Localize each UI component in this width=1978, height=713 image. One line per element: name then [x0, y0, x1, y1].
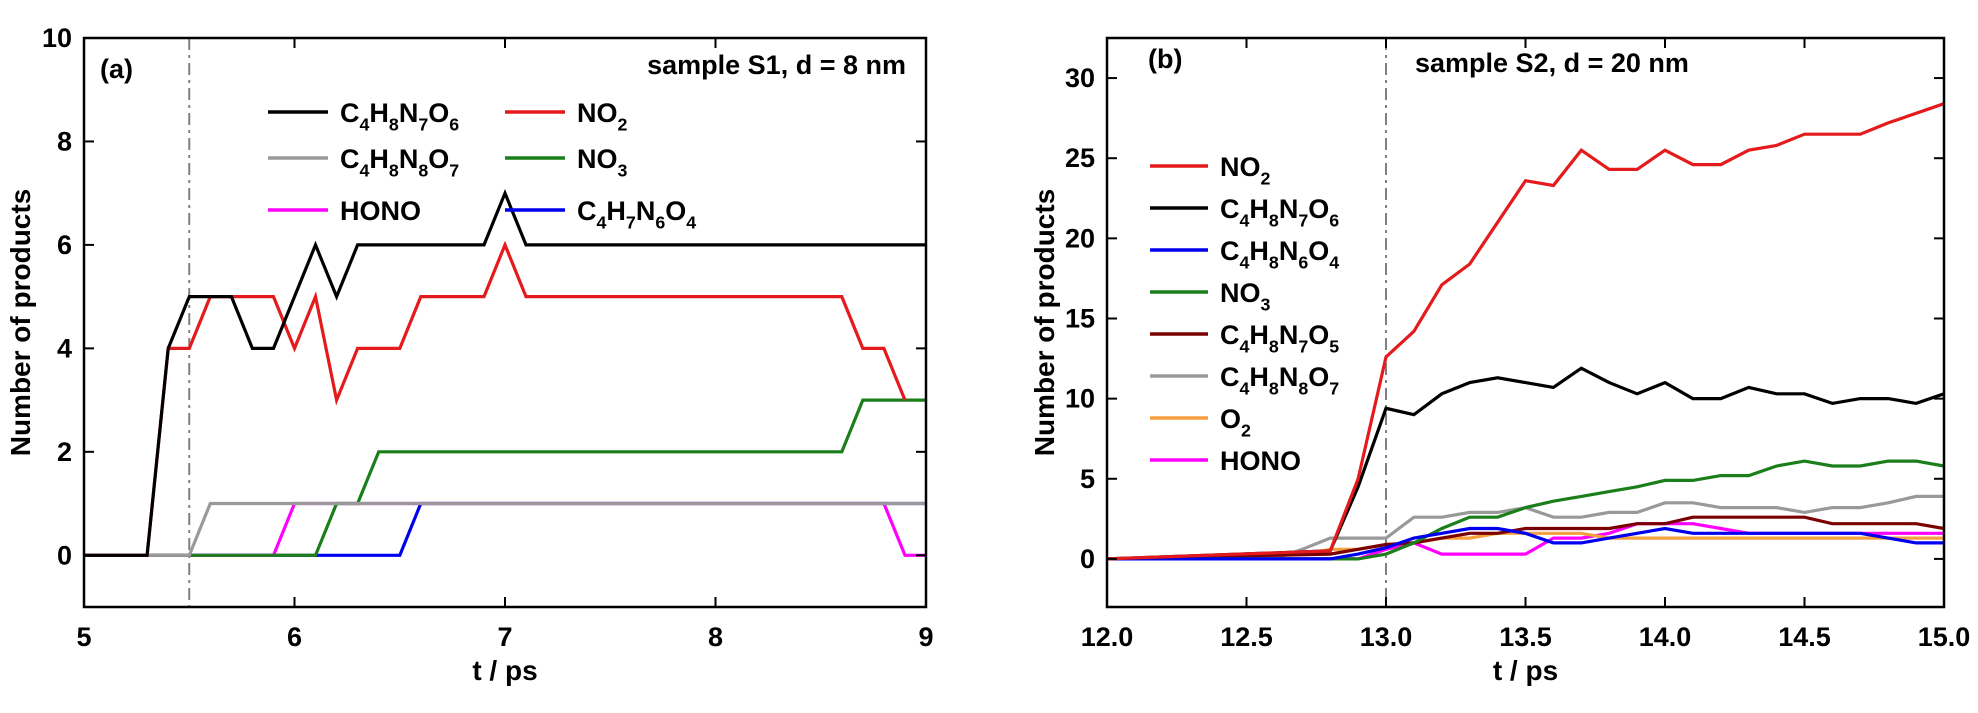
series-line-c4h8n7o6: [1107, 366, 1944, 561]
legend-label: NO3: [577, 144, 628, 181]
x-axis-label: t / ps: [1493, 655, 1558, 686]
legend-label: C4H8N7O5: [1220, 320, 1339, 357]
y-tick-label: 6: [57, 230, 72, 260]
y-tick-label: 4: [57, 333, 72, 363]
panel-label: (b): [1148, 44, 1182, 74]
legend: C4H8N7O6 NO2 C4H8N8O7 NO3 HONO C4H7N6O4: [268, 98, 696, 233]
y-axis-label: Number of products: [1029, 189, 1060, 457]
panel-a: 5 6 7 8 9 0 2 4 6 8 10 t / ps Number of products (a) s…: [5, 23, 934, 686]
x-tick-label: 12.5: [1220, 622, 1273, 652]
x-tick-label: 5: [76, 622, 91, 652]
sample-annotation: sample S1, d = 8 nm: [647, 50, 906, 80]
y-tick-label: 5: [1080, 464, 1095, 494]
series-line-o2: [1107, 531, 1944, 561]
y-tick-label: 0: [1080, 544, 1095, 574]
series-line-c4h8n8o7: [1107, 494, 1944, 561]
legend-label: C4H8N7O6: [1220, 194, 1339, 231]
x-tick-label: 13.0: [1360, 622, 1413, 652]
y-tick-label: 15: [1065, 303, 1095, 333]
legend-label: C4H7N6O4: [577, 196, 696, 233]
panel-label: (a): [100, 54, 133, 84]
legend-label: C4H8N8O7: [1220, 362, 1339, 399]
x-tick-label: 9: [918, 622, 933, 652]
legend-label: C4H8N8O7: [340, 144, 459, 181]
x-tick-label: 12.0: [1081, 622, 1134, 652]
y-tick-label: 10: [1065, 384, 1095, 414]
legend-label: HONO: [1220, 446, 1301, 476]
legend-label: C4H8N7O6: [340, 98, 459, 135]
x-tick-label: 13.5: [1499, 622, 1552, 652]
y-tick-label: 25: [1065, 143, 1095, 173]
panel-b: 12.0 12.5 13.0 13.5 14.0 14.5 15.0 0 5 10 15 20 25 30…: [1029, 36, 1971, 686]
legend-label: HONO: [340, 196, 421, 226]
legend-label: O2: [1220, 404, 1251, 441]
series-lines: [1107, 102, 1944, 561]
legend: NO2 C4H8N7O6 C4H8N6O4 NO3 C4H8N7O5 C4H8N8O7 O2…: [1150, 152, 1339, 476]
legend-label: NO2: [577, 98, 628, 135]
x-axis-label: t / ps: [472, 655, 537, 686]
series-line-c4h8n8o7: [84, 501, 926, 557]
y-tick-label: 0: [57, 540, 72, 570]
series-line-no2: [1107, 102, 1944, 561]
x-tick-label: 14.5: [1778, 622, 1831, 652]
sample-annotation: sample S2, d = 20 nm: [1415, 48, 1689, 78]
y-tick-label: 10: [42, 23, 72, 53]
series-line-no3: [84, 398, 926, 557]
x-tick-label: 6: [287, 622, 302, 652]
series-line-c4h8n7o6: [84, 188, 926, 557]
series-lines: [84, 188, 926, 557]
y-tick-label: 20: [1065, 223, 1095, 253]
x-tick-label: 8: [708, 622, 723, 652]
plot-frame: [82, 36, 928, 609]
legend-label: NO2: [1220, 152, 1271, 189]
series-line-c4h8n6o4: [1107, 526, 1944, 561]
series-line-hono: [84, 501, 926, 557]
y-tick-label: 2: [57, 437, 72, 467]
y-tick-label: 8: [57, 126, 72, 156]
x-tick-label: 15.0: [1918, 622, 1971, 652]
x-tick-label: 7: [497, 622, 512, 652]
legend-label: NO3: [1220, 278, 1271, 315]
x-tick-label: 14.0: [1639, 622, 1692, 652]
series-line-no2: [84, 240, 907, 557]
y-tick-label: 30: [1065, 63, 1095, 93]
series-line-c4h7n6o4: [84, 501, 926, 557]
y-axis-label: Number of products: [5, 189, 36, 457]
legend-label: C4H8N6O4: [1220, 236, 1339, 273]
